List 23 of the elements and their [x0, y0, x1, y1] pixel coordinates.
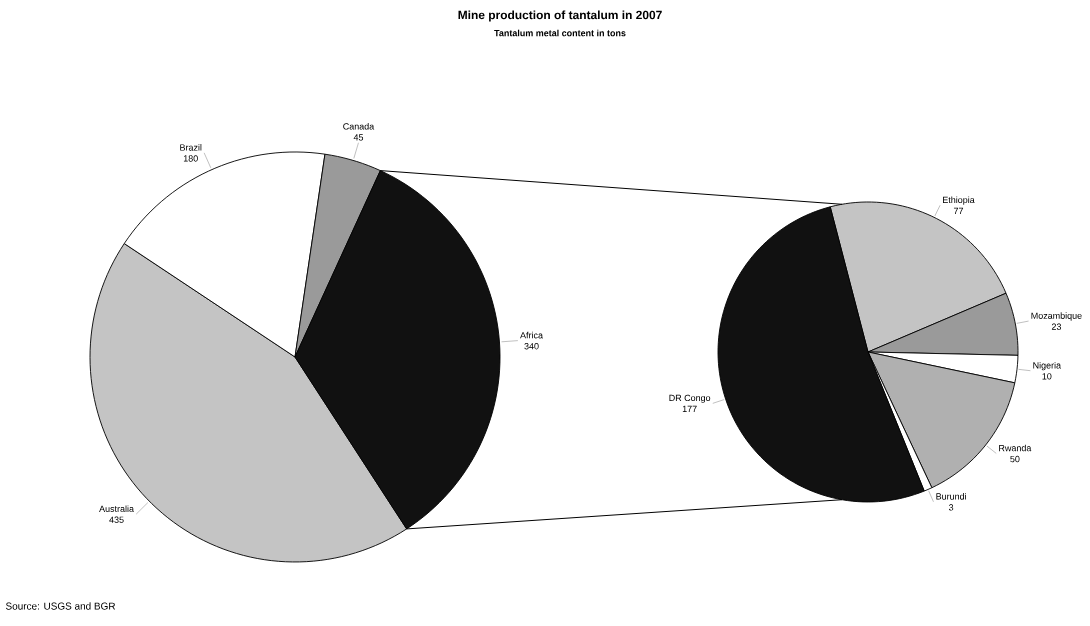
slice-label: Mozambique: [1031, 312, 1082, 321]
slice-label: Burundi: [936, 493, 966, 500]
data-label: 10: [1042, 373, 1052, 380]
slice-label: Australia: [99, 505, 134, 512]
chart-subtitle: Tantalum metal content in tons: [494, 29, 626, 37]
data-label: 435: [109, 516, 124, 523]
data-label: 3: [948, 504, 954, 511]
data-label: 340: [524, 343, 539, 350]
slice-label: Rwanda: [999, 444, 1032, 452]
data-label: 177: [682, 405, 697, 412]
slice-label: Ethiopia: [943, 196, 975, 205]
data-label: 50: [1010, 455, 1020, 463]
data-label: 180: [183, 155, 198, 162]
slice-label: Nigeria: [1033, 361, 1062, 371]
slice-label: Brazil: [180, 144, 202, 151]
data-label: 77: [953, 207, 964, 214]
data-label: 45: [353, 134, 364, 141]
slice-label: Canada: [343, 122, 375, 130]
source-note: Source: USGS and BGR: [5, 602, 116, 610]
chart-title: Mine production of tantalum in 2007: [458, 10, 662, 22]
slice-label: DR Congo: [669, 394, 711, 403]
slice-label: Africa: [520, 331, 543, 339]
data-label: 23: [1051, 323, 1062, 330]
